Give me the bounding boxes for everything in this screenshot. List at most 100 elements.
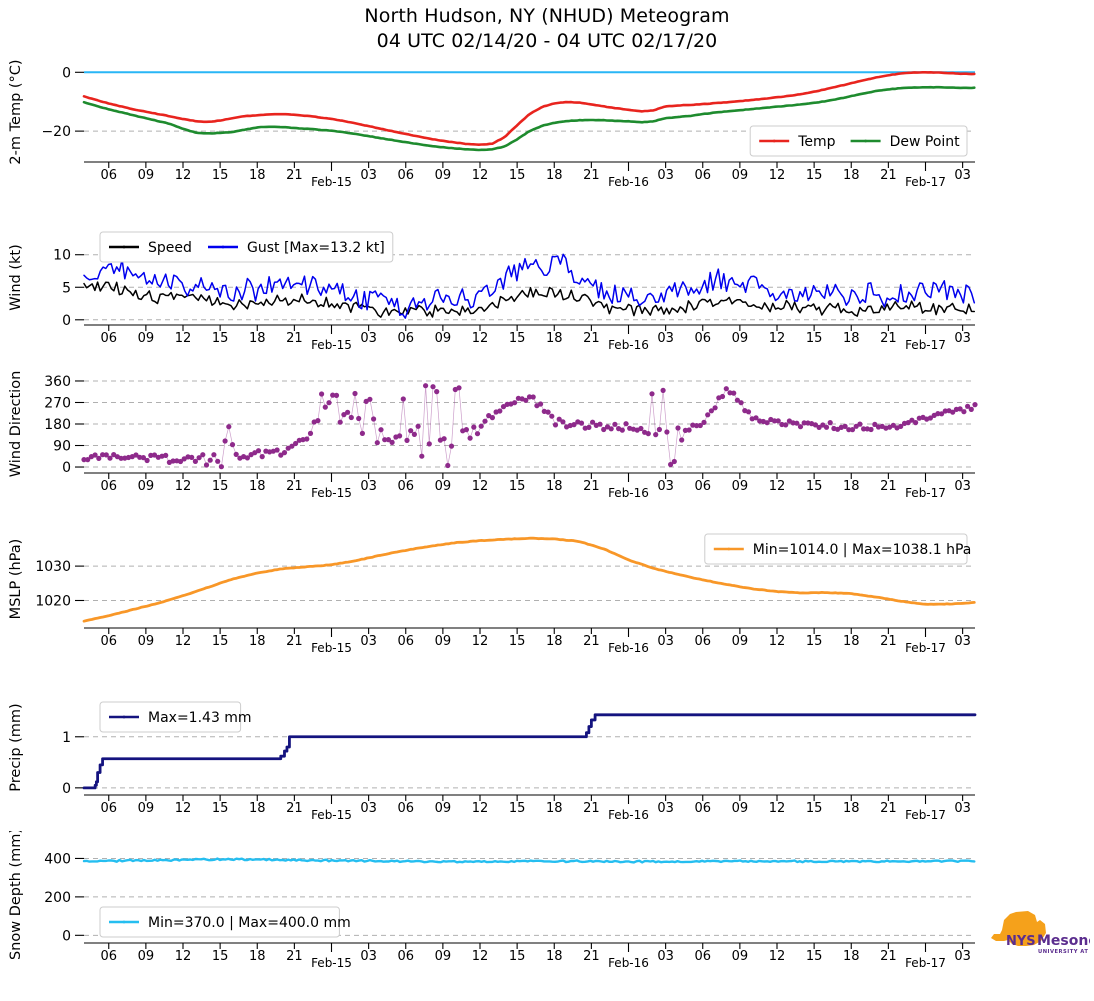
legend-mslp: Min=1014.0 | Max=1038.1 hPa [704, 533, 971, 565]
x-tick-label: 03 [954, 331, 971, 346]
series-temp [82, 71, 976, 146]
x-tick-label: 06 [100, 168, 117, 183]
x-tick-label: 09 [732, 801, 749, 816]
y-tick-label: 1030 [35, 559, 71, 575]
x-tick-label: 03 [657, 634, 674, 649]
x-tick-label: 09 [732, 949, 749, 964]
x-tick-label: 21 [880, 949, 897, 964]
x-tick-label: 15 [806, 331, 823, 346]
x-tick-label: 03 [657, 168, 674, 183]
title-line-2: 04 UTC 02/14/20 - 04 UTC 02/17/20 [376, 30, 718, 52]
x-tick-label: 18 [546, 168, 563, 183]
x-tick-label: 18 [843, 949, 860, 964]
series-wind-direction [81, 383, 978, 470]
page-title: North Hudson, NY (NHUD) Meteogram 04 UTC… [0, 4, 1094, 54]
x-tick-label: 03 [360, 168, 377, 183]
y-axis-title: Precip (mm) [8, 703, 24, 791]
x-day-label: Feb-16 [608, 641, 649, 655]
x-tick-label: 21 [286, 168, 303, 183]
x-tick-label: 15 [212, 634, 229, 649]
x-tick-label: 09 [138, 168, 155, 183]
logo-mesonet-text: Mesonet [1037, 933, 1090, 949]
y-axis-title: Wind Direction [8, 371, 24, 478]
chart-wind: 0 5 10 Wind (kt) 06 09 12 15 18 21 Feb-15 03 06 09 12 1… [8, 231, 976, 352]
x-day-label: Feb-17 [905, 338, 946, 352]
x-tick-label: 12 [175, 168, 192, 183]
x-day-label: Feb-15 [311, 175, 352, 189]
x-tick-label: 06 [397, 331, 414, 346]
x-day-label: Feb-17 [905, 486, 946, 500]
y-tick-label: 360 [44, 374, 71, 390]
legend-marker [727, 547, 731, 551]
x-tick-label: 15 [509, 949, 526, 964]
x-tick-label: 06 [694, 168, 711, 183]
x-tick-label: 15 [509, 331, 526, 346]
y-axis-title: 2-m Temp (°C) [8, 59, 24, 164]
x-tick-label: 03 [954, 479, 971, 494]
x-day-label: Feb-16 [608, 338, 649, 352]
x-tick-label: 21 [286, 634, 303, 649]
x-tick-label: 21 [286, 479, 303, 494]
legend-marker [122, 245, 126, 249]
legend-label: Speed [148, 240, 192, 256]
x-tick-label: 12 [175, 331, 192, 346]
x-tick-label: 18 [546, 801, 563, 816]
legend-precip: Max=1.43 mm [99, 701, 252, 733]
x-tick-label: 09 [138, 634, 155, 649]
x-tick-label: 06 [397, 479, 414, 494]
x-tick-label: 03 [360, 331, 377, 346]
x-tick-label: 18 [546, 634, 563, 649]
x-tick-label: 18 [249, 634, 266, 649]
y-tick-label: 10 [53, 248, 71, 264]
x-tick-label: 09 [138, 949, 155, 964]
legend-marker [122, 715, 126, 719]
x-tick-label: 06 [100, 479, 117, 494]
legend-marker [221, 245, 225, 249]
x-tick-label: 18 [546, 949, 563, 964]
x-tick-label: 09 [435, 479, 452, 494]
x-tick-label: 06 [694, 634, 711, 649]
x-tick-label: 12 [175, 949, 192, 964]
x-tick-label: 18 [546, 479, 563, 494]
x-tick-label: 15 [806, 168, 823, 183]
y-axis-title: Snow Depth (mm) [8, 831, 24, 960]
chart-precip: 0 1 Precip (mm) 06 09 12 15 18 21 Feb-15 03 06 09 12 1… [8, 701, 977, 822]
y-tick-label: 270 [44, 395, 71, 411]
x-tick-label: 21 [583, 634, 600, 649]
x-tick-label: 03 [954, 801, 971, 816]
x-tick-label: 21 [583, 168, 600, 183]
y-tick-label: 5 [62, 280, 71, 296]
x-tick-label: 12 [175, 634, 192, 649]
x-tick-label: 09 [435, 168, 452, 183]
y-tick-label: 1020 [35, 593, 71, 609]
y-tick-label: 0 [62, 781, 71, 797]
x-tick-label: 15 [212, 801, 229, 816]
x-tick-label: 12 [769, 801, 786, 816]
x-tick-label: 09 [435, 949, 452, 964]
y-tick-label: 1 [62, 730, 71, 746]
legend-box [99, 906, 340, 938]
x-tick-label: 03 [657, 801, 674, 816]
y-tick-label: 0 [62, 313, 71, 329]
chart-mslp: 1020 1030 MSLP (hPa) 06 09 12 15 18 21 Feb-15 03 06… [8, 533, 976, 655]
chart-temp: 0 −20 2-m Temp (°C) 06 09 12 15 18 21 Feb-15 03 06 0… [8, 59, 976, 189]
x-tick-label: 12 [472, 331, 489, 346]
series-mslp [82, 536, 976, 623]
x-tick-label: 15 [806, 634, 823, 649]
x-tick-label: 12 [175, 479, 192, 494]
x-day-label: Feb-17 [905, 175, 946, 189]
legend-label: Dew Point [890, 134, 961, 150]
x-tick-label: 21 [583, 331, 600, 346]
x-tick-label: 06 [100, 949, 117, 964]
x-day-label: Feb-16 [608, 956, 649, 970]
x-tick-label: 15 [212, 331, 229, 346]
x-tick-label: 18 [249, 479, 266, 494]
panel-temp: 0 −20 2-m Temp (°C) 06 09 12 15 18 21 Feb-15 03 06 0… [0, 48, 1094, 216]
x-tick-label: 15 [212, 479, 229, 494]
x-tick-label: 21 [583, 479, 600, 494]
x-day-label: Feb-15 [311, 956, 352, 970]
logo-tagline-text: UNIVERSITY AT ALBANY [1038, 949, 1090, 955]
x-tick-label: 15 [212, 168, 229, 183]
y-tick-label: 0 [62, 460, 71, 476]
